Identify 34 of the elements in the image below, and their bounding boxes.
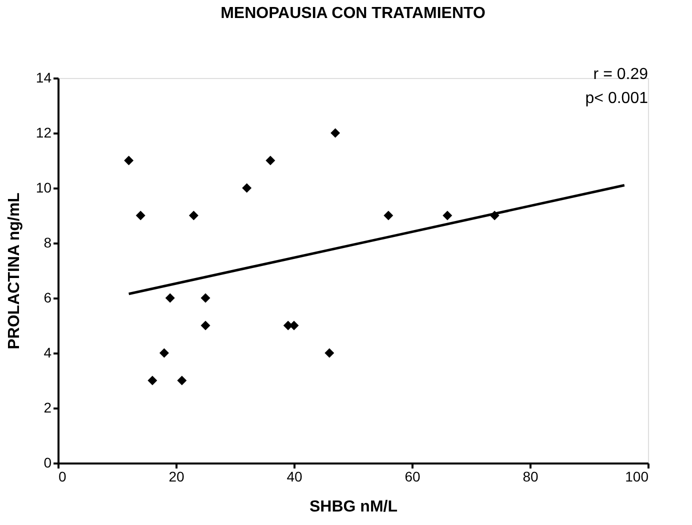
point (200, 293, 210, 303)
point (266, 156, 276, 166)
x-axis-title: SHBG nM/L (310, 498, 398, 516)
y-tick-label: 12 (36, 124, 52, 140)
x-tick-label: 60 (404, 468, 420, 484)
point (136, 210, 146, 220)
point (188, 210, 198, 220)
point (324, 348, 334, 358)
y-tick-label: 2 (44, 400, 52, 416)
point (200, 320, 210, 330)
y-tick-label: 14 (36, 70, 52, 86)
x-tick-label: 80 (522, 468, 538, 484)
point (330, 128, 340, 138)
y-tick-label: 10 (36, 180, 52, 196)
y-tick-label: 6 (44, 290, 52, 306)
annotation: p< 0.001 (585, 90, 648, 107)
y-axis-title: PROLACTINA ng/mL (6, 192, 23, 350)
point (124, 156, 134, 166)
x-tick-label: 20 (168, 468, 184, 484)
point (165, 293, 175, 303)
point (177, 376, 187, 386)
point (384, 210, 394, 220)
point (148, 376, 158, 386)
x-tick-label: 0 (58, 468, 66, 484)
y-tick-label: 8 (44, 234, 52, 250)
chart-title: MENOPAUSIA CON TRATAMIENTO (220, 5, 486, 22)
x-tick-label: 40 (286, 468, 302, 484)
y-tick-label: 0 (44, 454, 52, 470)
y-tick-label: 4 (44, 344, 52, 360)
annotation: r = 0.29 (593, 66, 648, 83)
point (442, 210, 452, 220)
x-tick-label: 100 (625, 468, 649, 484)
point (159, 348, 169, 358)
point (242, 183, 252, 193)
